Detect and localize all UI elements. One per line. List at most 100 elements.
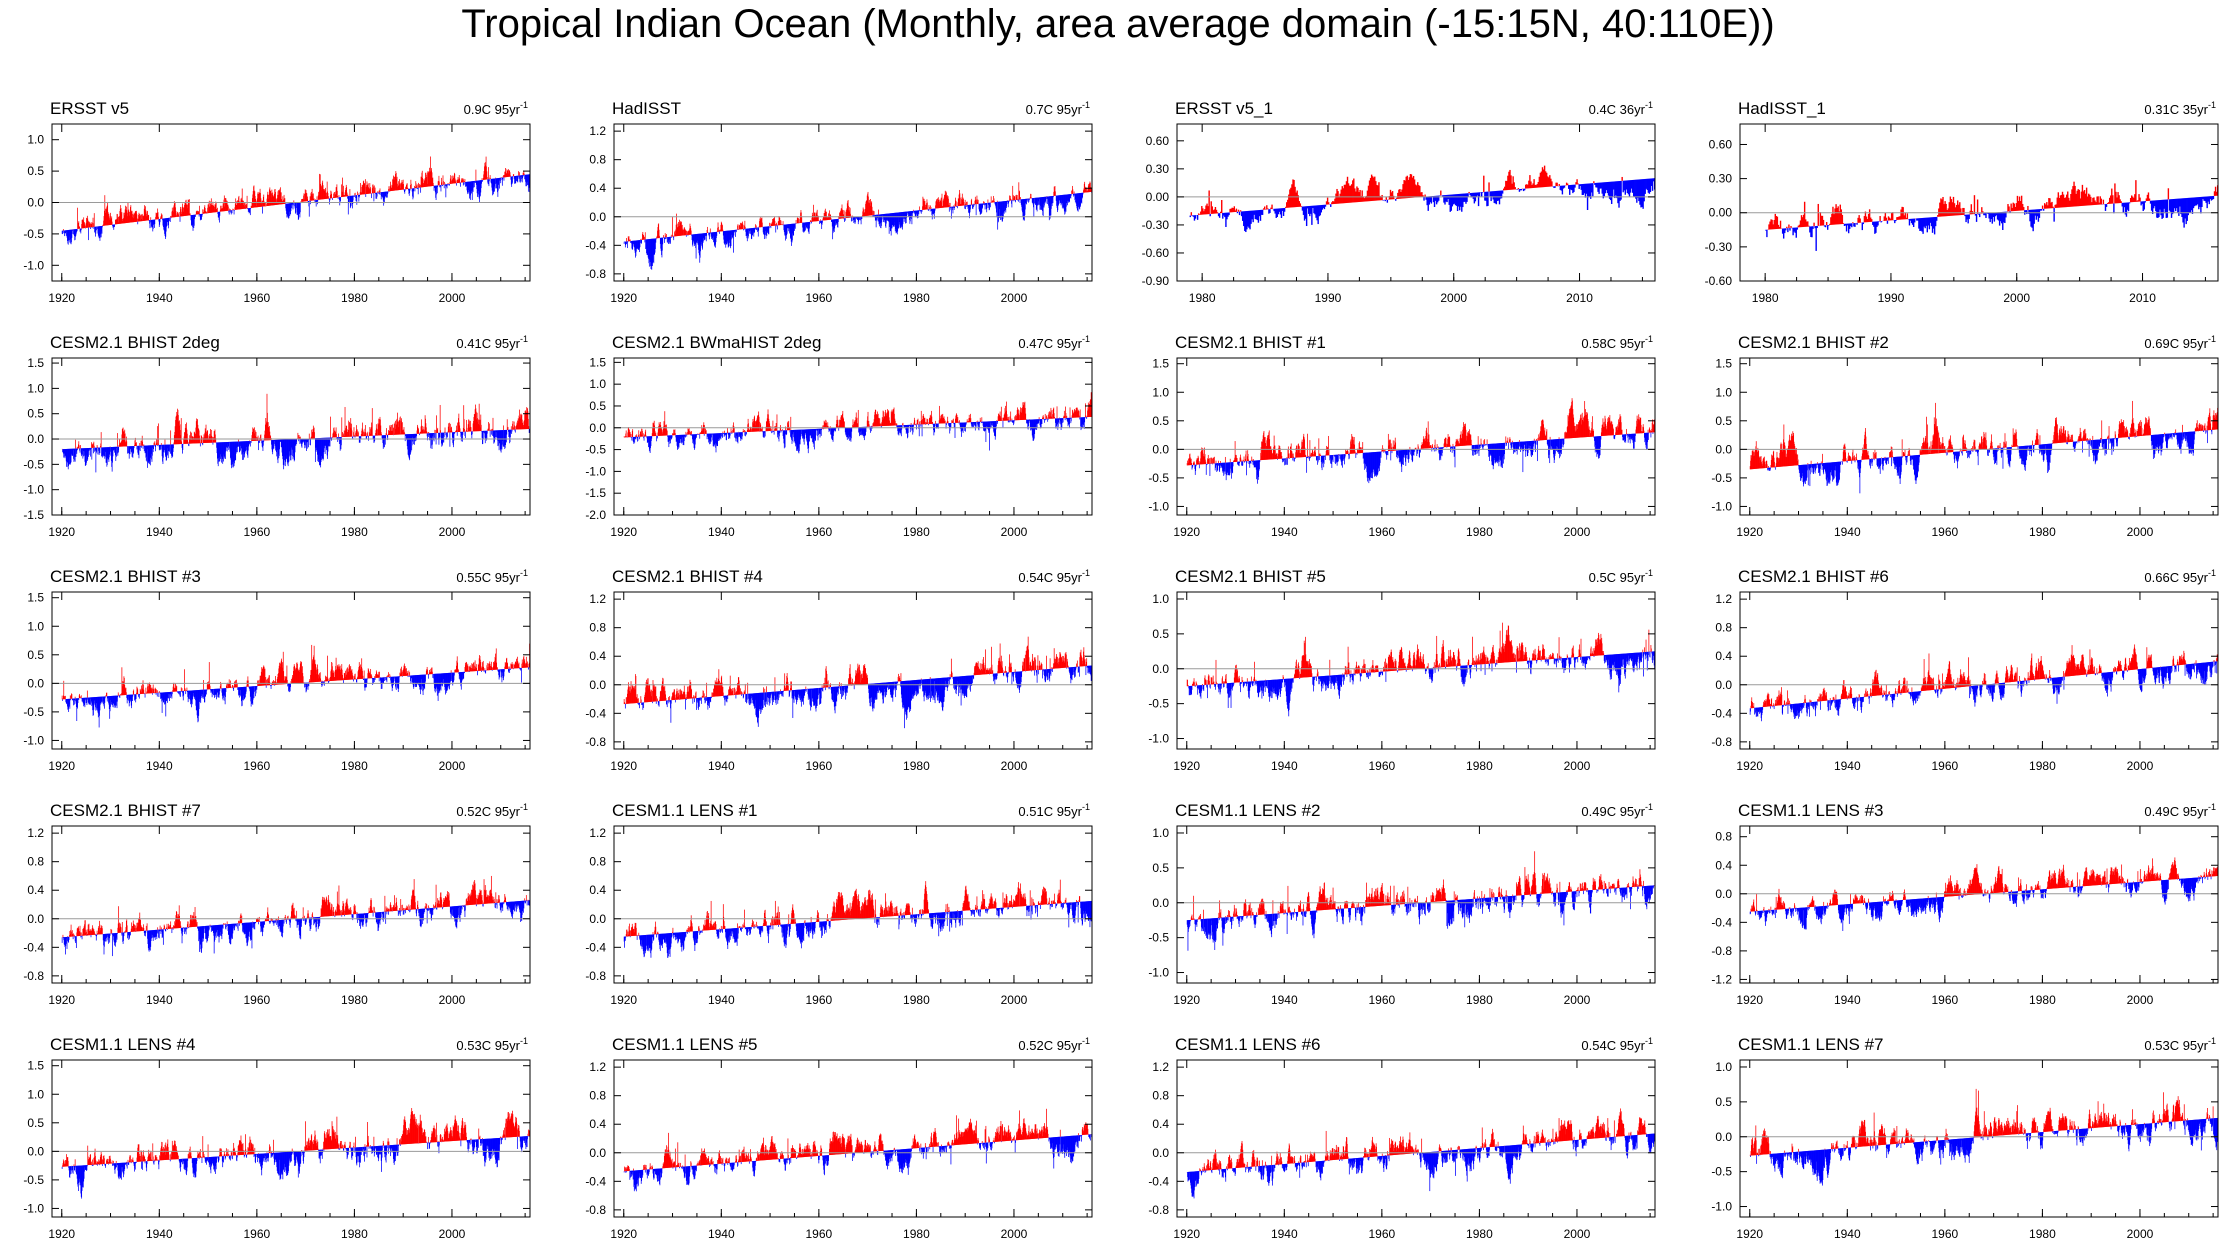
bar-negative xyxy=(1052,195,1054,204)
bar-negative xyxy=(2206,196,2208,209)
bar-positive xyxy=(260,435,261,441)
bar-negative xyxy=(220,442,222,456)
bar-positive xyxy=(93,223,94,227)
bar-positive xyxy=(365,186,367,195)
bar-negative xyxy=(250,440,252,443)
bar-positive xyxy=(684,230,686,236)
bar-negative xyxy=(80,448,82,455)
bar-positive xyxy=(177,409,179,445)
bar-negative xyxy=(643,436,645,439)
bar-negative xyxy=(433,185,435,191)
bar-negative xyxy=(287,203,289,218)
bar-negative xyxy=(2150,200,2153,211)
bar-negative xyxy=(772,430,773,432)
bar-positive xyxy=(1905,217,1908,220)
bar-positive xyxy=(1378,182,1380,201)
bar-positive xyxy=(811,217,813,222)
bar-negative xyxy=(1006,200,1008,205)
bar-positive xyxy=(1380,196,1382,201)
bar-negative xyxy=(910,211,912,219)
bar-negative xyxy=(1598,182,1600,194)
bar-negative xyxy=(510,176,512,180)
bar-positive xyxy=(191,439,193,444)
bar-negative xyxy=(1643,179,1645,202)
bar-negative xyxy=(159,444,161,449)
bar-negative xyxy=(1037,197,1039,206)
bar-negative xyxy=(75,448,77,452)
bar-negative xyxy=(1928,217,1931,230)
bar-negative xyxy=(354,436,356,438)
bar-positive xyxy=(2085,187,2088,206)
bar-positive xyxy=(2049,198,2051,209)
bar-positive xyxy=(254,195,256,208)
bar-negative xyxy=(1766,229,1768,238)
bar-positive xyxy=(1577,183,1579,185)
bar-negative xyxy=(988,202,990,211)
bar-negative xyxy=(387,191,389,195)
bar-negative xyxy=(148,445,150,463)
bar-negative xyxy=(662,237,664,245)
bar-negative xyxy=(1250,210,1252,224)
bar-positive xyxy=(939,204,940,209)
bar-negative xyxy=(631,437,633,441)
bar-positive xyxy=(824,208,826,221)
bar-negative xyxy=(933,208,934,214)
bar-negative xyxy=(1056,195,1057,206)
bar-positive xyxy=(258,193,260,207)
bar-positive xyxy=(755,225,757,228)
bar-positive xyxy=(258,192,260,207)
bar-positive xyxy=(1331,202,1333,205)
bar-positive xyxy=(1544,171,1547,187)
bar-negative xyxy=(997,201,999,223)
bar-positive xyxy=(2067,191,2069,207)
bar-negative xyxy=(383,191,385,200)
bar-positive xyxy=(203,439,204,444)
bar-negative xyxy=(510,176,512,185)
bar-positive xyxy=(2088,193,2090,206)
bar-positive xyxy=(2100,198,2102,205)
bar-negative xyxy=(74,448,76,457)
bar-negative xyxy=(340,437,341,443)
bar-negative xyxy=(725,432,727,440)
bar-positive xyxy=(486,177,488,180)
bar-negative xyxy=(972,204,974,210)
bar-negative xyxy=(989,202,990,210)
bar-positive xyxy=(1424,194,1426,197)
bar-negative xyxy=(1039,197,1041,210)
bar-negative xyxy=(2190,197,2193,211)
bar-negative xyxy=(375,192,377,195)
bar-positive xyxy=(187,204,189,216)
bar-negative xyxy=(700,233,701,252)
bar-negative xyxy=(1268,209,1270,214)
bar-positive xyxy=(503,175,504,178)
bar-negative xyxy=(515,175,517,181)
bar-negative xyxy=(1224,212,1226,218)
bar-positive xyxy=(196,419,198,444)
bar-positive xyxy=(1339,193,1341,204)
bar-positive xyxy=(415,183,417,188)
bar-negative xyxy=(460,182,461,187)
bar-negative xyxy=(998,201,999,222)
bar-negative xyxy=(1079,193,1081,206)
bar-positive xyxy=(769,223,771,227)
bar-negative xyxy=(307,201,309,203)
bar-negative xyxy=(783,224,785,233)
bar-positive xyxy=(468,419,470,432)
bar-positive xyxy=(164,439,166,445)
bar-negative xyxy=(68,448,70,458)
bar-positive xyxy=(1506,180,1508,191)
bar-positive xyxy=(370,429,372,436)
bar-negative xyxy=(1040,197,1042,210)
bar-positive xyxy=(2215,191,2218,196)
bar-positive xyxy=(364,428,366,437)
bar-negative xyxy=(145,445,146,453)
bar-negative xyxy=(327,437,328,459)
bar-negative xyxy=(953,206,955,210)
bar-negative xyxy=(908,211,910,217)
bar-negative xyxy=(1082,192,1083,198)
bar-positive xyxy=(475,404,476,432)
bar-negative xyxy=(107,447,109,460)
bar-positive xyxy=(397,185,399,191)
bar-positive xyxy=(302,198,304,202)
bar-negative xyxy=(956,206,957,207)
